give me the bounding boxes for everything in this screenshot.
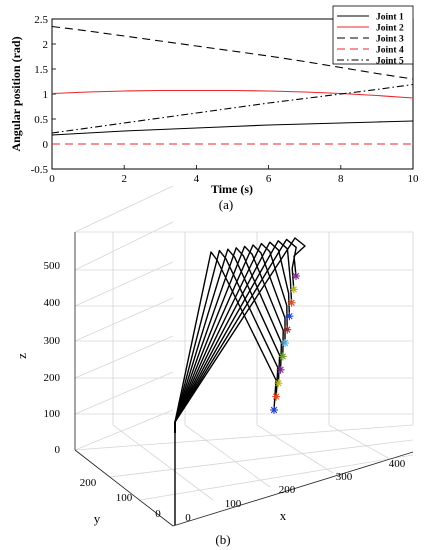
z-tick-0: 0 xyxy=(55,444,61,456)
x-tick-400: 400 xyxy=(389,458,406,470)
end-effector-marker xyxy=(289,285,298,294)
z-tick-100: 100 xyxy=(44,408,61,420)
arm-pose xyxy=(174,242,288,433)
x-tick-label: 0 xyxy=(49,173,55,185)
end-effector-markers xyxy=(270,272,300,414)
plot-b-zlabel: z xyxy=(14,353,29,359)
robot-arm-poses xyxy=(174,237,306,525)
caption-b: (b) xyxy=(215,532,230,547)
end-effector-marker xyxy=(274,379,283,388)
plot-b-xticks: 0 100 200 300 400 xyxy=(185,458,406,524)
end-effector-marker xyxy=(281,339,289,347)
chart-b: 0 100 200 300 400 500 200 100 0 0 100 20… xyxy=(14,185,414,547)
x-tick-300: 300 xyxy=(336,471,353,483)
end-effector-marker xyxy=(276,365,285,374)
arm-pose xyxy=(174,244,286,433)
series-line-joint-1 xyxy=(51,120,414,136)
z-tick-200: 200 xyxy=(44,372,61,384)
x-tick-100: 100 xyxy=(225,498,242,510)
x-tick-label: 8 xyxy=(338,173,344,185)
z-tick-400: 400 xyxy=(44,297,61,309)
plot-b-axes xyxy=(74,232,414,527)
y-tick-200: 200 xyxy=(80,477,97,489)
end-effector-marker xyxy=(283,325,292,334)
plot-b-xlabel: x xyxy=(280,508,287,523)
plot-b-yticks: 200 100 0 xyxy=(80,477,162,520)
series-line-joint-3 xyxy=(51,25,414,80)
y-tick-label: 2.5 xyxy=(34,14,48,26)
legend-label: Joint 4 xyxy=(376,46,404,56)
chart-a: 0 2 4 6 8 10-0.500.511.522.5 Time (s) Angular… xyxy=(9,5,420,212)
end-effector-marker xyxy=(278,352,287,361)
end-effector-marker xyxy=(270,406,278,414)
plot-b-zticks: 0 100 200 300 400 500 xyxy=(44,260,61,456)
series-line-joint-5 xyxy=(51,83,414,134)
plot-a-xlabel: Time (s) xyxy=(211,182,253,196)
y-tick-label: 1.5 xyxy=(34,64,48,76)
legend-label: Joint 1 xyxy=(376,13,404,23)
z-tick-300: 300 xyxy=(44,335,61,347)
caption-a: (a) xyxy=(219,197,233,212)
y-tick-label: 2 xyxy=(43,39,49,51)
x-tick-label: 10 xyxy=(408,173,420,185)
x-tick-label: 4 xyxy=(194,173,200,185)
end-effector-marker xyxy=(272,392,281,401)
y-tick-100: 100 xyxy=(116,492,133,504)
legend-label: Joint 5 xyxy=(376,57,404,67)
x-tick-label: 6 xyxy=(266,173,272,185)
plot-b-ylabel: y xyxy=(94,511,101,526)
y-tick-0: 0 xyxy=(155,508,161,520)
plot-a-series xyxy=(51,25,414,145)
series-line-joint-2 xyxy=(51,89,414,99)
y-tick-label: 0 xyxy=(43,139,49,151)
y-tick-label: 0.5 xyxy=(34,114,48,126)
plot-b-grid xyxy=(74,185,414,527)
x-tick-200: 200 xyxy=(279,484,296,496)
x-tick-label: 2 xyxy=(121,173,127,185)
arm-pose xyxy=(174,237,306,433)
legend-label: Joint 2 xyxy=(376,24,404,34)
end-effector-marker xyxy=(285,312,294,321)
plot-a-ylabel: Angular position (rad) xyxy=(9,36,23,151)
y-tick-label: 1 xyxy=(43,89,49,101)
end-effector-marker xyxy=(287,298,296,307)
legend-label: Joint 3 xyxy=(376,35,404,45)
z-tick-500: 500 xyxy=(44,260,61,272)
x-tick-0: 0 xyxy=(185,512,191,524)
end-effector-marker xyxy=(292,272,300,280)
y-tick-label: -0.5 xyxy=(31,164,49,176)
